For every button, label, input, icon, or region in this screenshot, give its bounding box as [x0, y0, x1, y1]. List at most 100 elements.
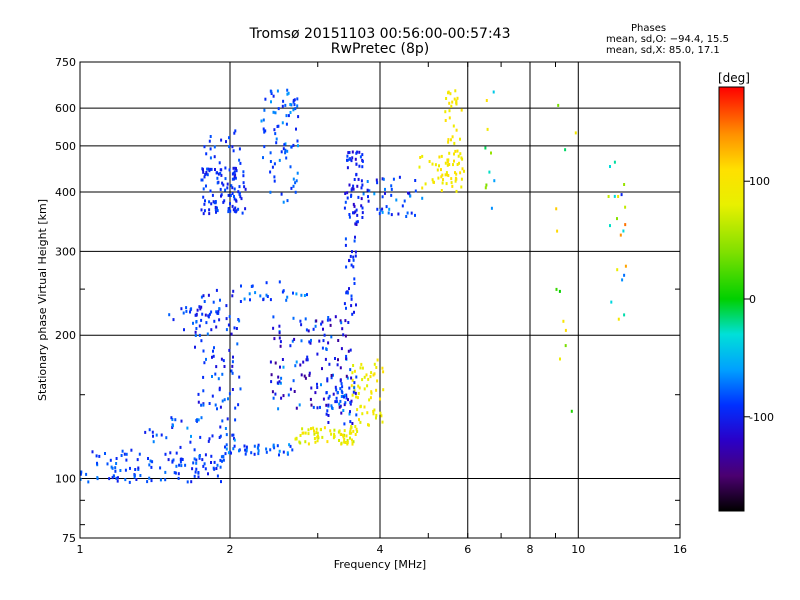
echo-point: [405, 215, 408, 218]
echo-point: [381, 420, 384, 424]
echo-point: [315, 427, 318, 431]
echo-point: [351, 150, 354, 154]
echo-point: [152, 440, 155, 444]
echo-point: [201, 312, 204, 316]
echo-point: [281, 358, 284, 361]
echo-point: [87, 480, 90, 484]
echo-point: [351, 250, 353, 254]
echo-point: [289, 165, 292, 169]
echo-point: [231, 177, 234, 181]
echo-point: [164, 478, 167, 482]
echo-point: [375, 416, 377, 420]
echo-point: [313, 432, 316, 436]
echo-point: [137, 466, 140, 470]
echo-point: [382, 370, 385, 374]
echo-point: [179, 445, 182, 449]
echo-point: [271, 390, 274, 394]
echo-point: [336, 363, 339, 367]
echo-point: [294, 107, 297, 111]
echo-point: [353, 211, 356, 215]
echo-point: [306, 358, 309, 362]
echo-point: [344, 319, 347, 323]
echo-point: [232, 355, 234, 359]
echo-point: [344, 441, 347, 444]
echo-point: [278, 453, 280, 457]
echo-point: [270, 380, 273, 384]
echo-point: [211, 355, 213, 359]
echo-point: [330, 404, 333, 408]
echo-point: [234, 129, 237, 133]
echo-point: [282, 147, 285, 151]
echo-point: [197, 475, 200, 479]
echo-point: [228, 168, 231, 172]
echo-point: [273, 175, 276, 179]
echo-point: [129, 466, 131, 470]
echo-point: [244, 187, 247, 191]
echo-point: [185, 309, 188, 313]
echo-point: [186, 480, 189, 484]
echo-point: [354, 157, 357, 161]
echo-point: [174, 471, 177, 475]
echo-point: [123, 452, 126, 456]
echo-point: [421, 196, 424, 200]
echo-point: [115, 476, 118, 480]
echo-point: [455, 189, 458, 193]
echo-point: [623, 313, 626, 317]
echo-point: [233, 197, 236, 201]
echo-point: [357, 195, 360, 199]
echo-point: [229, 209, 232, 213]
echo-point: [227, 207, 230, 210]
echo-point: [312, 327, 315, 331]
echo-point: [155, 433, 158, 437]
echo-point: [619, 233, 622, 237]
echo-point: [192, 321, 194, 325]
echo-point: [244, 448, 247, 452]
echo-point: [448, 101, 451, 105]
echo-point: [225, 140, 227, 144]
echo-point: [308, 340, 311, 344]
echo-point: [203, 175, 206, 179]
echo-point: [219, 458, 222, 462]
echo-point: [442, 178, 444, 182]
echo-point: [347, 398, 349, 402]
echo-point: [182, 311, 185, 315]
echo-point: [248, 292, 251, 296]
echo-point: [313, 429, 315, 433]
echo-point: [328, 362, 331, 366]
echo-point: [193, 448, 196, 452]
echo-point: [277, 375, 280, 379]
echo-point: [395, 198, 398, 202]
echo-point: [421, 154, 424, 158]
echo-point: [314, 391, 317, 395]
echo-point: [215, 288, 218, 292]
echo-point: [330, 374, 333, 377]
echo-point: [335, 388, 338, 392]
echo-point: [346, 154, 349, 158]
echo-point: [239, 195, 242, 199]
echo-point: [445, 97, 448, 100]
echo-point: [344, 192, 347, 195]
echo-point: [171, 426, 174, 429]
echo-point: [235, 199, 238, 203]
echo-point: [316, 386, 319, 389]
echo-point: [356, 408, 359, 412]
echo-point: [269, 160, 272, 163]
echo-point: [348, 258, 351, 262]
echo-point: [613, 194, 616, 198]
echo-point: [241, 211, 244, 215]
echo-point: [214, 372, 217, 376]
echo-point: [349, 368, 352, 372]
echo-point: [348, 213, 351, 216]
echo-point: [354, 433, 357, 436]
echo-point: [361, 159, 364, 163]
echo-point: [456, 149, 459, 153]
echo-point: [353, 282, 356, 285]
echo-point: [219, 465, 222, 469]
echo-point: [368, 398, 371, 402]
echo-point: [202, 170, 205, 174]
echo-point: [352, 255, 355, 259]
echo-point: [221, 372, 224, 376]
echo-point: [170, 416, 173, 420]
echo-point: [456, 163, 459, 166]
echo-point: [222, 200, 225, 204]
